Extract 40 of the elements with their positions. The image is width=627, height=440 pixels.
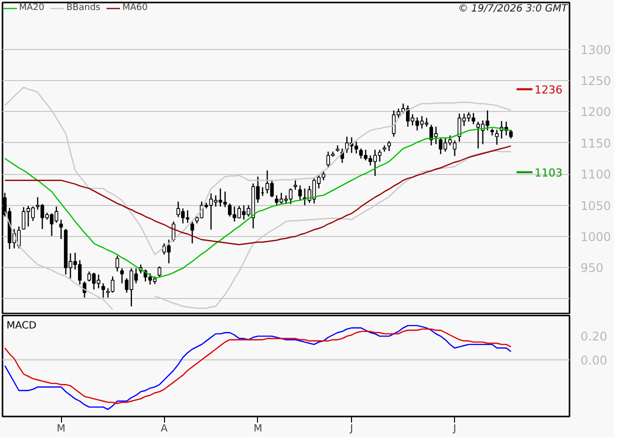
- y-tick-label: 950: [580, 261, 604, 276]
- y-tick-label: 1200: [580, 105, 612, 120]
- legend-label: MA20: [19, 3, 44, 13]
- x-tick-label: J: [349, 424, 354, 434]
- x-tick-label: J: [452, 424, 456, 434]
- candlestick: [172, 220, 176, 242]
- y-tick-label: 1150: [580, 136, 612, 150]
- candlestick: [466, 112, 471, 122]
- y-tick-label: 1300: [580, 42, 612, 57]
- candlestick: [495, 129, 499, 146]
- candlestick: [298, 184, 302, 201]
- y-tick-label: 1250: [580, 74, 612, 88]
- candlestick: [190, 220, 194, 244]
- y-tick-label: 0.00: [580, 353, 608, 368]
- ref-line-label: 1236: [534, 84, 562, 97]
- x-tick-label: A: [160, 424, 168, 434]
- candlestick: [82, 280, 86, 298]
- candlestick: [176, 200, 180, 218]
- candlestick: [120, 268, 124, 284]
- candlestick: [101, 282, 106, 298]
- candlestick: [490, 128, 494, 136]
- line-series: [4, 145, 512, 246]
- y-tick-label: 0.20: [580, 330, 608, 344]
- text: MACD: [6, 320, 37, 332]
- candlestick: [354, 141, 358, 154]
- y-tick-label: 1000: [580, 230, 612, 244]
- y-tick-label: 1050: [580, 198, 612, 213]
- x-tick-label: M: [254, 424, 262, 434]
- candlestick: [265, 170, 270, 194]
- y-tick-label: 1100: [580, 168, 612, 182]
- ref-line-label: 1103: [534, 166, 562, 180]
- legend-label: MA60: [122, 3, 148, 13]
- candlestick: [116, 255, 120, 272]
- x-tick-label: M: [56, 424, 66, 434]
- candlestick: [387, 140, 391, 152]
- candlestick: [59, 219, 63, 240]
- candlestick: [294, 180, 298, 190]
- annotation: © 19/7/2026 3:0 GMT: [458, 4, 568, 14]
- legend-label: BBands: [66, 3, 100, 13]
- candlestick: [158, 266, 162, 278]
